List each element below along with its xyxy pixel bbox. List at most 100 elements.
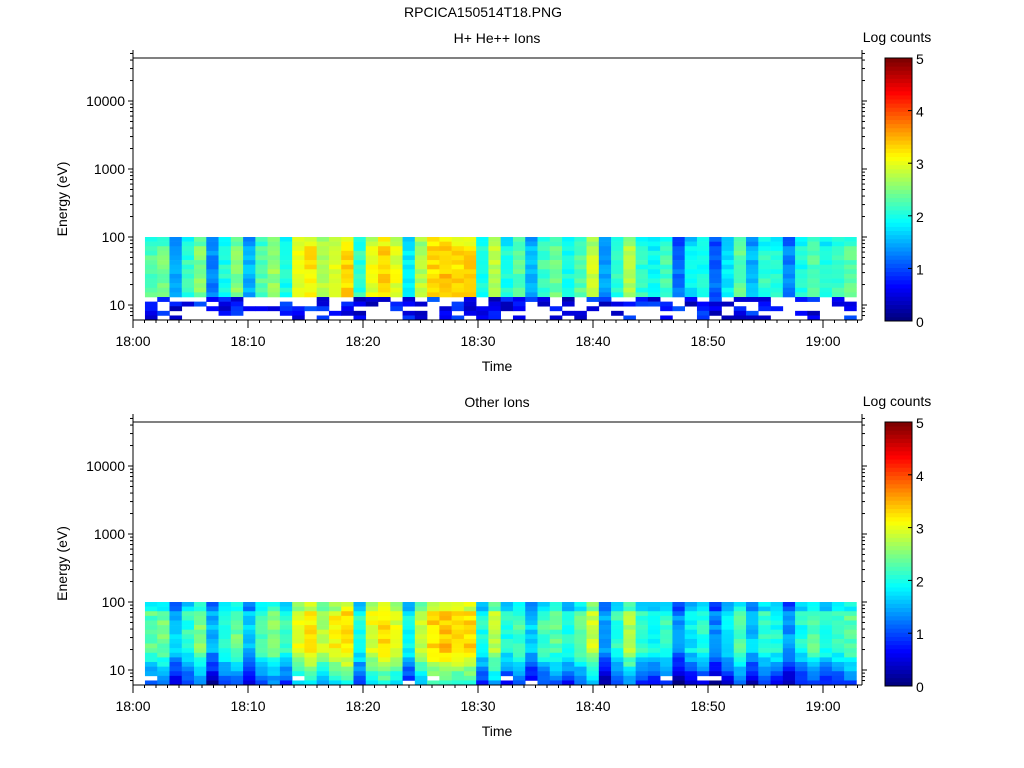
- heatmap-cell: [243, 602, 256, 607]
- heatmap-cell: [255, 675, 268, 681]
- heatmap-cell: [157, 615, 170, 621]
- heatmap-cell: [341, 301, 354, 307]
- heatmap-cell: [562, 638, 575, 644]
- heatmap-cell: [672, 657, 685, 663]
- heatmap-cell: [218, 250, 232, 256]
- heatmap-cell: [660, 648, 673, 654]
- colorbar-swatch: [885, 467, 912, 472]
- heatmap-cell: [267, 283, 281, 289]
- heatmap-cell: [549, 264, 563, 270]
- heatmap-cell: [611, 292, 624, 298]
- heatmap-cell: [230, 643, 244, 649]
- heatmap-cell: [341, 602, 354, 607]
- heatmap-cell: [292, 269, 305, 275]
- heatmap-cell: [328, 611, 342, 617]
- heatmap-cell: [844, 273, 857, 279]
- heatmap-cell: [537, 264, 551, 270]
- heatmap-cell: [292, 671, 305, 677]
- heatmap-cell: [353, 606, 367, 612]
- colorbar-swatch: [885, 450, 912, 456]
- heatmap-cell: [144, 264, 158, 270]
- heatmap-cell: [586, 648, 600, 654]
- heatmap-cell: [144, 283, 158, 289]
- heatmap-cell: [684, 675, 698, 681]
- heatmap-cell: [623, 255, 636, 261]
- heatmap-cell: [144, 606, 158, 612]
- heatmap-cell: [218, 237, 232, 242]
- heatmap-cell: [525, 620, 538, 626]
- heatmap-cell: [672, 648, 685, 654]
- heatmap-cell: [427, 657, 440, 663]
- heatmap-cell: [537, 657, 551, 663]
- heatmap-cell: [427, 606, 440, 612]
- heatmap-cell: [390, 287, 403, 293]
- heatmap-cell: [390, 680, 403, 686]
- colorbar-swatch: [885, 529, 912, 534]
- colorbar-swatch: [885, 288, 912, 293]
- heatmap-cell: [500, 264, 514, 270]
- heatmap-cell: [782, 675, 796, 681]
- heatmap-cell: [586, 269, 600, 275]
- heatmap-cell: [635, 260, 649, 265]
- heatmap-cell: [463, 602, 477, 607]
- heatmap-cell: [439, 310, 452, 316]
- colorbar-swatch: [885, 549, 912, 555]
- heatmap-cell: [586, 260, 600, 265]
- heatmap-cell: [255, 634, 268, 640]
- heatmap-cell: [206, 662, 219, 667]
- heatmap-cell: [647, 287, 661, 293]
- heatmap-cell: [831, 255, 845, 261]
- colorbar-swatch: [885, 279, 912, 285]
- heatmap-cell: [844, 264, 857, 270]
- heatmap-cell: [255, 278, 268, 284]
- heatmap-cell: [721, 643, 735, 649]
- heatmap-cell: [525, 652, 538, 658]
- heatmap-cell: [623, 315, 636, 321]
- heatmap-cell: [537, 643, 551, 649]
- heatmap-cell: [292, 287, 305, 293]
- heatmap-cell: [660, 255, 673, 261]
- heatmap-cell: [635, 602, 649, 607]
- heatmap-cell: [194, 287, 207, 293]
- heatmap-cell: [157, 297, 170, 302]
- heatmap-cell: [770, 625, 784, 630]
- heatmap-cell: [378, 629, 391, 635]
- heatmap-cell: [635, 666, 649, 672]
- heatmap-cell: [795, 606, 808, 612]
- x-axis-label: Time: [482, 358, 513, 374]
- heatmap-cell: [660, 657, 673, 663]
- x-tick-label: 18:50: [690, 333, 725, 349]
- colorbar-swatch: [885, 296, 912, 301]
- heatmap-cell: [488, 255, 501, 261]
- heatmap-cell: [770, 611, 784, 617]
- heatmap-cell: [672, 666, 685, 672]
- heatmap-cell: [795, 278, 808, 284]
- heatmap-cell: [647, 680, 661, 686]
- heatmap-cell: [353, 602, 367, 607]
- heatmap-cell: [206, 306, 219, 312]
- colorbar-swatch: [885, 316, 912, 322]
- heatmap-cell: [709, 606, 722, 612]
- heatmap-cell: [365, 680, 379, 686]
- heatmap-cell: [696, 278, 710, 284]
- heatmap-cell: [218, 255, 232, 261]
- heatmap-cell: [328, 634, 342, 640]
- heatmap-cell: [623, 278, 636, 284]
- heatmap-cell: [795, 310, 808, 316]
- heatmap-cell: [365, 666, 379, 672]
- heatmap-cell: [267, 629, 281, 635]
- heatmap-cell: [647, 611, 661, 617]
- colorbar-swatch: [885, 111, 912, 116]
- heatmap-cell: [194, 273, 207, 279]
- heatmap-cell: [144, 310, 158, 316]
- heatmap-cell: [844, 648, 857, 654]
- heatmap-cell: [157, 292, 170, 298]
- heatmap-cell: [181, 629, 195, 635]
- heatmap-cell: [660, 287, 673, 293]
- heatmap-cell: [831, 273, 845, 279]
- colorbar-swatch: [885, 181, 912, 186]
- heatmap-cell: [206, 671, 219, 677]
- heatmap-cell: [696, 241, 710, 247]
- heatmap-cell: [341, 611, 354, 617]
- heatmap-cell: [709, 310, 722, 316]
